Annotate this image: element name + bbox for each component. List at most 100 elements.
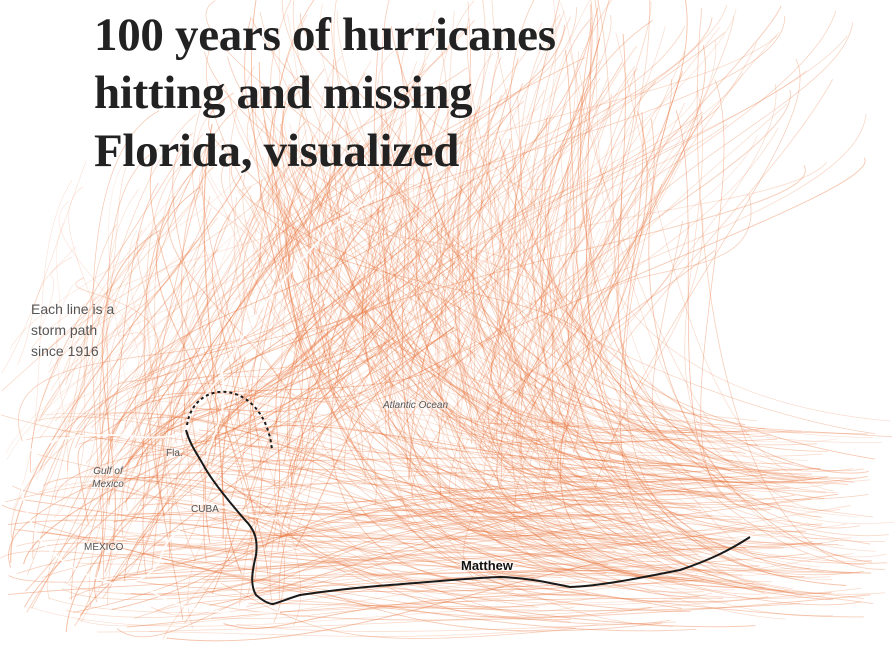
storm-track [560, 145, 803, 471]
storm-track [147, 217, 301, 458]
storm-track [211, 274, 367, 595]
storm-track [322, 134, 758, 454]
storm-track [9, 171, 240, 350]
storm-track [221, 536, 861, 574]
storm-track [195, 482, 769, 603]
storm-track [287, 220, 893, 438]
storm-track [282, 139, 412, 524]
storm-track [281, 0, 864, 472]
storm-track [144, 553, 756, 628]
storm-track [277, 140, 593, 334]
title-line: hitting and missing [94, 67, 473, 119]
storm-track [514, 114, 876, 460]
storm-track [364, 17, 562, 484]
storm-track [204, 557, 797, 594]
storm-track [68, 186, 112, 408]
storm-track [651, 220, 758, 468]
storm-track [108, 161, 139, 508]
storm-track [482, 213, 630, 527]
storm-track [310, 87, 698, 398]
storm-track [243, 148, 418, 438]
title-line: 100 years of hurricanes [94, 9, 556, 61]
storm-track [124, 369, 393, 429]
storm-track [258, 61, 741, 496]
storm-track [216, 197, 243, 433]
storm-track [132, 269, 218, 518]
storm-track [156, 239, 232, 467]
storm-track [30, 210, 173, 473]
storm-track [285, 57, 533, 587]
storm-track [397, 35, 729, 437]
storm-track [106, 525, 675, 567]
storm-track [155, 540, 804, 597]
storm-track [97, 587, 862, 633]
storm-track [204, 51, 549, 429]
storm-track [423, 177, 577, 399]
storm-track [453, 83, 581, 554]
storm-track [513, 246, 629, 572]
storm-track [150, 555, 563, 616]
storm-track [529, 179, 882, 443]
storm-track [327, 153, 609, 461]
storm-track [433, 25, 562, 516]
storm-track [411, 229, 586, 546]
storm-track [141, 136, 465, 548]
storm-track [684, 91, 838, 494]
storm-track [158, 463, 514, 596]
storm-track [250, 35, 778, 263]
storm-track [101, 183, 441, 439]
storm-track [594, 58, 801, 490]
storm-track [32, 245, 207, 559]
storm-track [26, 114, 197, 576]
storm-track [89, 468, 576, 613]
storm-track [388, 166, 608, 438]
storm-track [544, 146, 688, 505]
storm-track [164, 543, 726, 570]
storm-track [294, 228, 868, 483]
storm-track [115, 259, 155, 422]
storm-track [498, 5, 782, 387]
storm-track [278, 190, 689, 471]
storm-track [401, 22, 552, 283]
storm-track [488, 57, 503, 487]
storm-track [205, 46, 377, 506]
storm-track [168, 207, 283, 560]
storm-track [498, 137, 822, 518]
storm-track [212, 262, 456, 486]
storm-track [558, 189, 833, 581]
storm-track [390, 150, 552, 426]
storm-track [23, 499, 565, 540]
storm-track [555, 78, 601, 494]
storm-track [145, 247, 160, 495]
storm-track [146, 160, 196, 561]
storm-track [8, 341, 387, 569]
storm-track [541, 79, 834, 493]
storm-track [47, 170, 282, 600]
explanation-note: Each line is a storm path since 1916 [31, 299, 141, 362]
storm-track [324, 173, 740, 561]
storm-track [290, 322, 387, 488]
storm-track [197, 98, 245, 321]
storm-track [539, 118, 746, 454]
storm-track [449, 138, 617, 546]
storm-track [221, 152, 441, 505]
storm-track [39, 306, 117, 439]
storm-track [248, 425, 829, 483]
storm-track [203, 477, 855, 597]
storm-track [7, 519, 683, 609]
florida-focus-circle [186, 390, 273, 451]
storm-track [532, 175, 723, 573]
storm-track [62, 180, 190, 373]
storm-track [496, 10, 689, 473]
storm-track [102, 487, 756, 533]
storm-track [77, 543, 845, 627]
storm-track [483, 42, 757, 485]
storm-track [198, 429, 834, 601]
storm-track [220, 183, 586, 425]
storm-track [176, 493, 723, 540]
storm-track [500, 150, 522, 311]
storm-track [337, 100, 525, 387]
storm-track [373, 51, 686, 496]
storm-track [184, 148, 365, 549]
